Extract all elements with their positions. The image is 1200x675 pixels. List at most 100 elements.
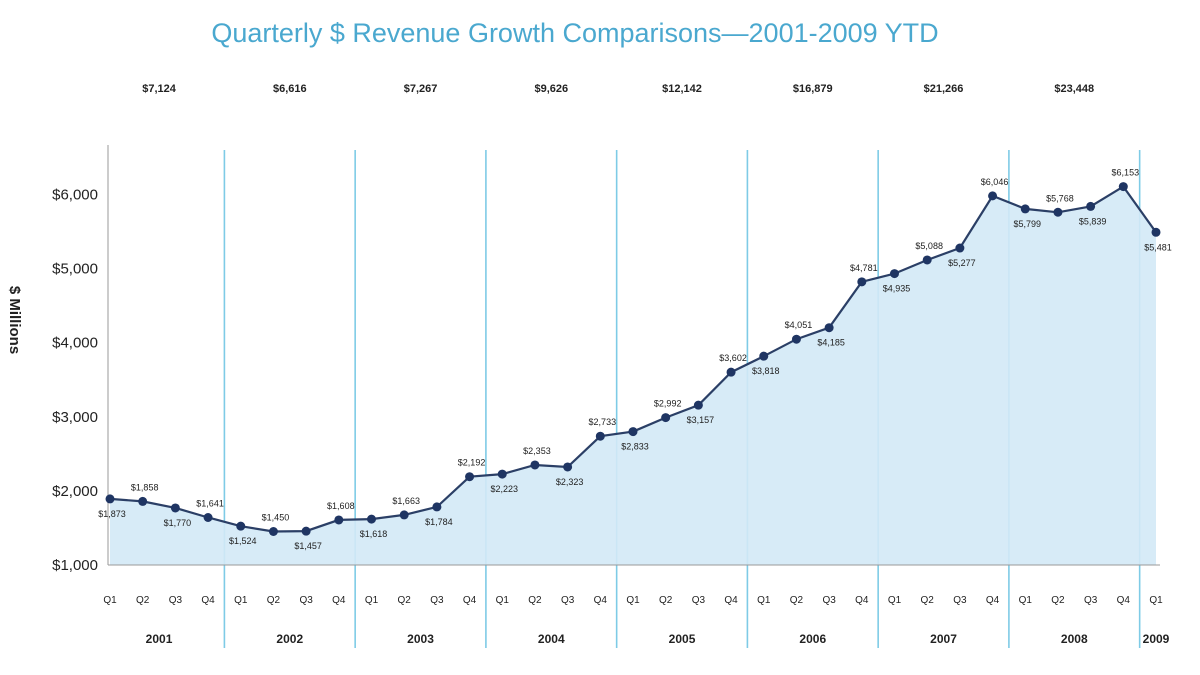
data-label: $4,051 bbox=[785, 320, 813, 330]
x-tick-label: Q4 bbox=[724, 595, 738, 606]
year-total: $21,266 bbox=[924, 83, 964, 95]
data-label: $2,223 bbox=[490, 484, 518, 494]
data-label: $3,157 bbox=[687, 415, 715, 425]
year-label: 2008 bbox=[1061, 632, 1088, 646]
data-point bbox=[1053, 207, 1063, 217]
data-point bbox=[563, 462, 573, 472]
data-point bbox=[138, 496, 148, 506]
data-label: $5,839 bbox=[1079, 216, 1107, 226]
year-total: $6,616 bbox=[273, 83, 307, 95]
x-tick-label: Q2 bbox=[790, 595, 804, 606]
data-label: $5,088 bbox=[915, 241, 943, 251]
data-point bbox=[497, 469, 507, 479]
x-tick-label: Q2 bbox=[1051, 595, 1065, 606]
revenue-area-fill bbox=[110, 186, 1156, 565]
x-tick-label: Q3 bbox=[953, 595, 967, 606]
x-tick-label: Q1 bbox=[757, 595, 771, 606]
data-label: $1,641 bbox=[196, 498, 224, 508]
data-point bbox=[530, 460, 540, 470]
x-tick-label: Q1 bbox=[365, 595, 379, 606]
year-total: $7,267 bbox=[404, 83, 438, 95]
x-tick-label: Q4 bbox=[855, 595, 869, 606]
x-tick-label: Q4 bbox=[986, 595, 1000, 606]
data-label: $6,153 bbox=[1112, 168, 1140, 178]
x-tick-label: Q3 bbox=[430, 595, 444, 606]
data-label: $4,781 bbox=[850, 263, 878, 273]
x-tick-label: Q4 bbox=[201, 595, 215, 606]
data-label: $1,858 bbox=[131, 482, 159, 492]
year-totals: $7,124 $6,616 $7,267 $9,626 $12,142 $16,879 $2… bbox=[142, 83, 1094, 95]
chart-title: Quarterly $ Revenue Growth Comparisons—2… bbox=[211, 18, 938, 48]
x-tick-label: Q4 bbox=[463, 595, 477, 606]
data-point bbox=[334, 515, 344, 525]
data-point bbox=[726, 367, 736, 377]
data-point bbox=[465, 472, 475, 482]
x-tick-labels: Q1 Q2 Q3 Q4 Q1 Q2 Q3 Q4 Q1 Q2 Q3 Q4 Q1 Q2 Q3 Q4 Q1 Q2 Q3 Q4… bbox=[103, 595, 1163, 606]
data-label: $3,602 bbox=[719, 353, 747, 363]
data-point bbox=[236, 521, 246, 531]
data-label: $2,833 bbox=[621, 442, 649, 452]
x-tick-label: Q1 bbox=[1019, 595, 1033, 606]
x-tick-label: Q2 bbox=[136, 595, 150, 606]
y-tick-label: $5,000 bbox=[52, 261, 98, 278]
x-tick-label: Q3 bbox=[822, 595, 836, 606]
data-label: $1,608 bbox=[327, 501, 355, 511]
y-tick-label: $2,000 bbox=[52, 483, 98, 500]
x-tick-label: Q3 bbox=[299, 595, 313, 606]
data-label: $5,277 bbox=[948, 258, 976, 268]
x-tick-label: Q1 bbox=[103, 595, 117, 606]
data-point bbox=[661, 413, 671, 423]
data-point bbox=[759, 351, 769, 361]
year-label: 2007 bbox=[930, 632, 957, 646]
y-tick-label: $6,000 bbox=[52, 186, 98, 203]
y-axis-label: $ Millions bbox=[6, 286, 23, 354]
data-point bbox=[399, 510, 409, 520]
data-point bbox=[791, 334, 801, 344]
data-point bbox=[890, 269, 899, 279]
data-label: $2,323 bbox=[556, 477, 584, 487]
data-point bbox=[1118, 182, 1128, 192]
data-point bbox=[628, 427, 638, 437]
data-point-markers bbox=[105, 182, 1161, 537]
data-label: $1,457 bbox=[294, 541, 322, 551]
x-tick-label: Q3 bbox=[561, 595, 575, 606]
data-label: $2,192 bbox=[458, 458, 486, 468]
data-label: $1,663 bbox=[392, 496, 420, 506]
x-tick-label: Q1 bbox=[888, 595, 902, 606]
x-tick-label: Q3 bbox=[1084, 595, 1098, 606]
x-tick-label: Q4 bbox=[594, 595, 608, 606]
data-point bbox=[1086, 201, 1096, 211]
data-label: $2,992 bbox=[654, 399, 682, 409]
y-tick-label: $3,000 bbox=[52, 409, 98, 426]
data-label: $5,768 bbox=[1046, 193, 1074, 203]
data-point bbox=[268, 527, 278, 537]
data-label: $3,818 bbox=[752, 366, 780, 376]
data-label: $4,185 bbox=[817, 338, 845, 348]
year-label: 2002 bbox=[276, 632, 303, 646]
x-tick-label: Q3 bbox=[692, 595, 706, 606]
data-point bbox=[1151, 227, 1161, 237]
y-tick-labels: $1,000 $2,000 $3,000 $4,000 $5,000 $6,000 bbox=[52, 186, 98, 574]
year-label: 2009 bbox=[1143, 632, 1170, 646]
x-tick-label: Q2 bbox=[528, 595, 542, 606]
x-tick-label: Q1 bbox=[496, 595, 510, 606]
data-label: $2,733 bbox=[589, 417, 617, 427]
year-total: $23,448 bbox=[1054, 83, 1094, 95]
year-label: 2006 bbox=[799, 632, 826, 646]
data-point bbox=[170, 503, 180, 513]
data-point bbox=[301, 526, 311, 536]
data-point bbox=[955, 243, 965, 253]
data-labels: $1,873 $1,858 $1,770 $1,641 $1,524 $1,450 $1,4… bbox=[98, 168, 1172, 552]
data-point bbox=[432, 502, 442, 512]
x-tick-label: Q3 bbox=[169, 595, 183, 606]
data-point bbox=[857, 277, 867, 287]
data-label: $6,046 bbox=[981, 177, 1009, 187]
data-label: $1,873 bbox=[98, 509, 126, 519]
x-tick-label: Q2 bbox=[267, 595, 281, 606]
year-total: $16,879 bbox=[793, 83, 833, 95]
data-point bbox=[922, 255, 932, 265]
data-label: $1,618 bbox=[360, 529, 388, 539]
data-label: $1,524 bbox=[229, 536, 257, 546]
data-label: $5,481 bbox=[1144, 242, 1172, 252]
